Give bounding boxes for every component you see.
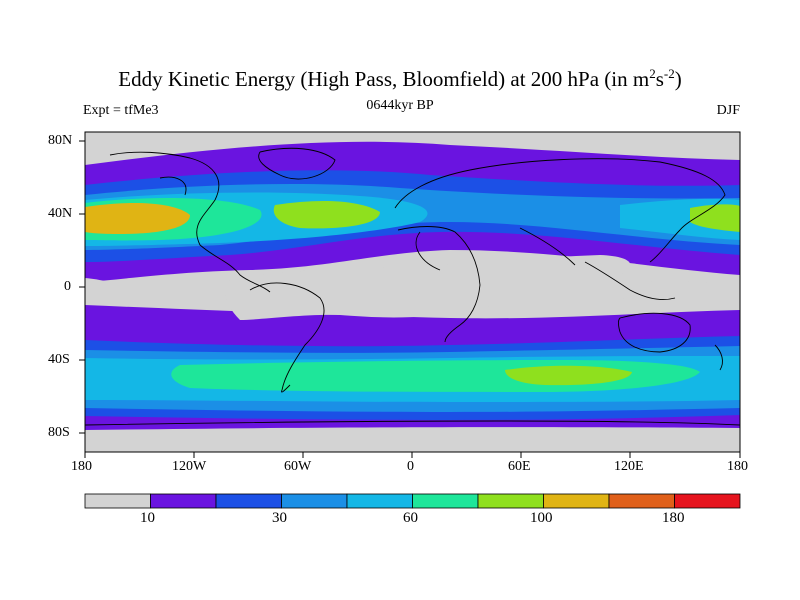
axis-ticks: [79, 140, 741, 458]
colorbar-swatch: [150, 493, 217, 509]
colorbar-swatch: [215, 493, 282, 509]
colorbar-label: 30: [272, 510, 287, 526]
map-title: Eddy Kinetic Energy (High Pass, Bloomfie…: [118, 66, 682, 91]
lat-tick-label: 0: [64, 279, 71, 294]
lon-tick-label: 180: [71, 459, 92, 474]
colorbar-swatch: [543, 493, 610, 509]
colorbar-label: 180: [662, 510, 685, 526]
season-label: DJF: [716, 103, 740, 118]
time-label: 0644kyr BP: [366, 98, 434, 113]
lon-tick-label: 60W: [284, 459, 312, 474]
colorbar-label: 100: [530, 510, 553, 526]
colorbar-swatch: [84, 493, 151, 509]
lon-tick-label: 120W: [172, 459, 207, 474]
experiment-label: Expt = tfMe3: [83, 103, 159, 118]
lon-tick-label: 180: [727, 459, 748, 474]
colorbar-swatch: [608, 493, 675, 509]
coastlines: [85, 147, 740, 426]
colorbar-label: 60: [403, 510, 418, 526]
eke-field: [85, 132, 740, 452]
lon-tick-label: 60E: [508, 459, 531, 474]
lon-tick-label: 0: [407, 459, 414, 474]
lon-tick-label: 120E: [614, 459, 644, 474]
lat-tick-label: 80N: [48, 133, 73, 148]
lat-tick-label: 40S: [48, 352, 70, 367]
colorbar-swatch: [477, 493, 544, 509]
colorbar-swatch: [346, 493, 413, 509]
colorbar-swatch: [674, 493, 741, 509]
colorbar-swatch: [281, 493, 348, 509]
lat-tick-label: 80S: [48, 425, 70, 440]
colorbar: [84, 493, 741, 509]
colorbar-label: 10: [140, 510, 155, 526]
colorbar-swatch: [412, 493, 479, 509]
lat-tick-label: 40N: [48, 206, 73, 221]
